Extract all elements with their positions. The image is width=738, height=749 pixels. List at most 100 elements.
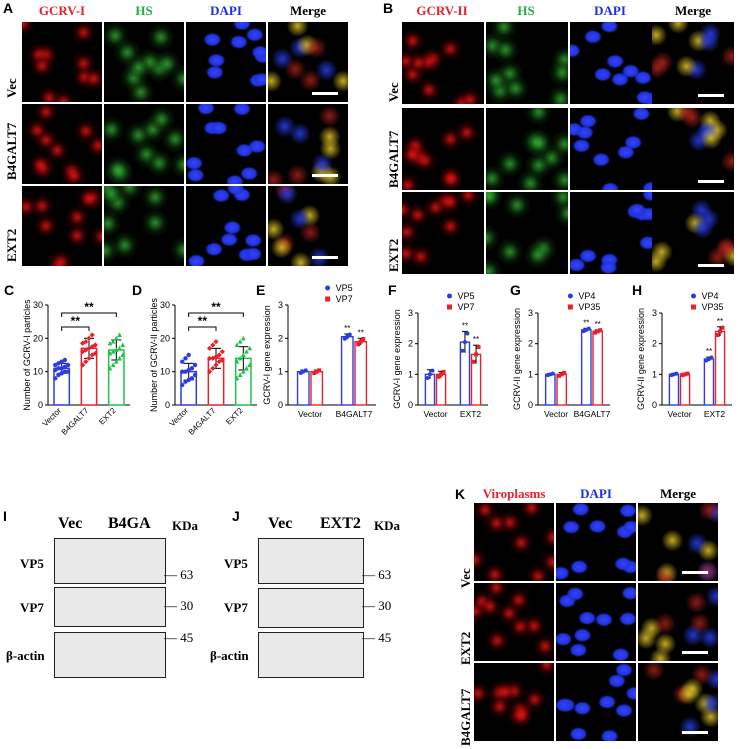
band-label-actin-i: β-actin [6, 648, 45, 663]
data-point-d [237, 372, 243, 377]
y-tick-label-h: 0 [652, 400, 657, 410]
lane-b4ga-i: B4GA [108, 515, 151, 532]
data-point-d [189, 366, 195, 371]
data-point-c [113, 335, 119, 341]
data-point-g [550, 371, 555, 376]
bar-e-0-1 [310, 370, 324, 406]
data-point-h [680, 373, 685, 378]
data-point-c [110, 362, 116, 367]
data-point-d [240, 335, 246, 341]
data-point-d [234, 375, 240, 381]
bar-e-1-1 [354, 340, 368, 406]
header-b-3: DAPI [594, 3, 626, 18]
y-tick-label-d: 0 [165, 400, 170, 410]
data-point-f [460, 348, 465, 353]
data-point-h [715, 333, 720, 338]
data-point-d [213, 362, 219, 368]
y-axis-label-c: Number of GCRV-I particles [22, 299, 32, 411]
legend-marker-e [325, 285, 331, 291]
data-point-h [709, 355, 714, 360]
panel-letter-i: I [3, 508, 7, 524]
scale-bar [312, 174, 338, 177]
data-point-d [213, 339, 219, 345]
x-tick-label-c: B4GALT7 [60, 406, 91, 437]
micrograph-tile-red [474, 503, 554, 581]
data-point-f [476, 345, 481, 350]
data-point-h [674, 371, 679, 376]
chart-letter-g: G [510, 283, 521, 298]
header-k-1: Viroplasms [482, 486, 546, 501]
data-point-e [317, 368, 322, 373]
data-point-f [465, 331, 470, 336]
y-tick-label-d: 30 [160, 300, 170, 310]
data-point-c [107, 350, 113, 356]
micrograph-tile-dapi [570, 192, 652, 274]
micrograph-tile-merge [638, 663, 718, 741]
y-tick-label-e: 1 [278, 367, 283, 377]
chart-letter-e: E [256, 283, 265, 298]
scale-bar [698, 180, 724, 183]
y-tick-label-h: 3 [652, 308, 657, 318]
data-point-d [240, 352, 246, 357]
bar-h-0-1 [679, 373, 691, 406]
data-point-c [117, 355, 122, 361]
legend-marker-f [447, 304, 452, 310]
sig-label-d: ** [211, 300, 221, 314]
micrograph-tile-green [486, 108, 568, 190]
y-axis-label-f: GCRV-I gene expression [392, 309, 402, 408]
x-tick-label-f: EXT2 [460, 409, 482, 419]
data-point-e [314, 369, 319, 374]
sig-bracket-d [188, 312, 244, 317]
y-tick-label-e: 3 [278, 300, 283, 310]
micrograph-tile-merge [652, 192, 734, 274]
data-point-c [120, 342, 126, 347]
micrograph-tile-red [402, 108, 484, 190]
sig-label-f: ** [473, 335, 479, 344]
chart-letter-d: D [132, 283, 142, 298]
y-tick-label-h: 2 [652, 339, 657, 349]
row-label-b-vec: Vec [386, 82, 401, 102]
micrograph-tile-merge [652, 22, 734, 104]
panel-letter-k: K [455, 486, 466, 502]
band-label-vp5-i: VP5 [20, 556, 44, 571]
data-point-f [441, 369, 446, 374]
micrograph-tile-red [22, 22, 102, 102]
data-point-c [117, 345, 122, 351]
legend-marker-h [691, 304, 696, 310]
lane-ext2-j: EXT2 [320, 515, 361, 532]
row-label-a-vec: Vec [4, 78, 19, 98]
kda-i: KDa [172, 518, 198, 533]
micrograph-tile-red [22, 186, 102, 266]
bar-g-0-0 [544, 373, 556, 406]
data-point-c [53, 376, 58, 381]
bar-e-0-0 [296, 370, 310, 406]
x-tick-label-d: B4GALT7 [187, 406, 218, 437]
data-point-c [65, 362, 71, 368]
lane-vec-i: Vec [58, 515, 83, 532]
y-axis-label-g: GCRV-II gene expression [512, 308, 522, 410]
legend-marker-f [447, 293, 452, 299]
header-b-4: Merge [674, 3, 712, 18]
data-point-g [595, 329, 600, 334]
legend-marker-g [567, 304, 573, 310]
row-label-b-ext2: EXT2 [386, 238, 401, 272]
micrograph-tile-merge [638, 583, 718, 661]
data-point-d [207, 345, 213, 351]
legend-label-e: VP7 [336, 294, 353, 304]
data-point-d [244, 365, 249, 371]
x-tick-label-e: Vector [298, 409, 322, 419]
chart-letter-h: H [632, 283, 642, 298]
row-label-k-ext2: EXT2 [458, 631, 473, 665]
micrograph-tile-red [474, 583, 554, 661]
header-a-2: HS [135, 3, 153, 18]
micrograph-tile-dapi [556, 663, 636, 741]
scale-bar [682, 651, 708, 654]
legend-label-f: VP7 [458, 302, 475, 312]
bar-g-1-1 [592, 330, 604, 406]
panel-letter-b: B [383, 0, 394, 16]
data-point-c [120, 352, 126, 357]
sig-label-c: ** [71, 314, 81, 328]
legend-marker-g [567, 293, 573, 299]
marker-30-j: — 30 [362, 598, 392, 613]
